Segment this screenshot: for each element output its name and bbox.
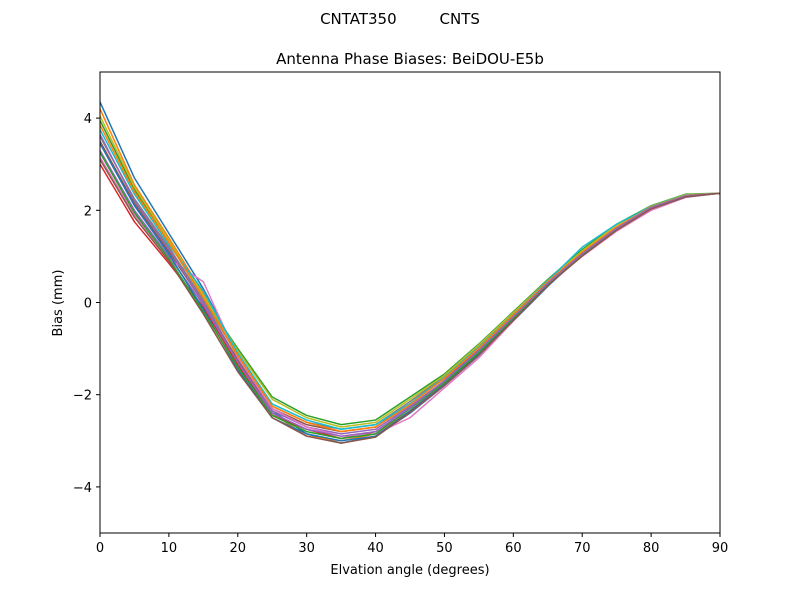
- figure-suptitle: CNTAT350 CNTS: [320, 10, 480, 28]
- plot-area: 0 10 20 30 40 50 60 70 80 90 −4 −2 0 2 4: [73, 71, 728, 556]
- series-layer: [100, 101, 720, 444]
- x-tick-label: 0: [96, 541, 104, 556]
- y-tick-label: −2: [73, 389, 92, 404]
- series-line-14: [100, 133, 720, 437]
- x-tick-label: 50: [436, 541, 453, 556]
- x-tick-label: 20: [230, 541, 247, 556]
- x-tick-label: 80: [643, 541, 660, 556]
- y-tick-label: 2: [84, 204, 92, 219]
- series-line-9: [100, 115, 720, 428]
- y-axis-ticks: −4 −2 0 2 4: [73, 112, 100, 496]
- x-tick-label: 40: [367, 541, 384, 556]
- series-line-12: [100, 124, 720, 433]
- x-tick-label: 60: [505, 541, 522, 556]
- y-tick-label: −4: [73, 481, 92, 496]
- y-tick-label: 4: [84, 112, 92, 127]
- x-tick-label: 30: [298, 541, 315, 556]
- series-line-15: [100, 159, 720, 444]
- y-tick-label: 0: [84, 297, 92, 312]
- x-tick-label: 70: [574, 541, 591, 556]
- x-axis-label: Elvation angle (degrees): [330, 563, 489, 578]
- x-axis-ticks: 0 10 20 30 40 50 60 70 80 90: [96, 533, 728, 556]
- y-axis-label: Bias (mm): [51, 270, 66, 337]
- x-tick-label: 90: [712, 541, 729, 556]
- x-tick-label: 10: [161, 541, 178, 556]
- chart-title: Antenna Phase Biases: BeiDOU-E5b: [276, 50, 544, 68]
